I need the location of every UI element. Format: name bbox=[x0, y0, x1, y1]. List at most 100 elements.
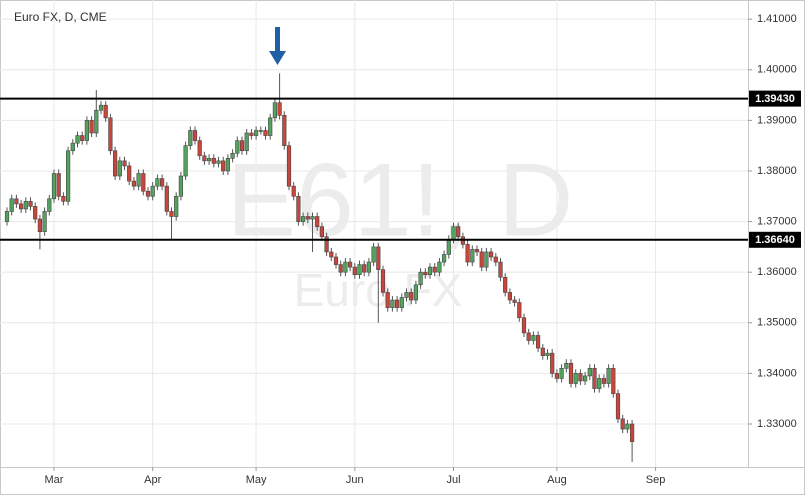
candle-body bbox=[33, 206, 38, 220]
candle-body bbox=[550, 352, 555, 374]
candle-body bbox=[484, 251, 489, 268]
candle-body bbox=[582, 375, 588, 382]
candle-body bbox=[37, 218, 42, 232]
candle-body bbox=[296, 195, 301, 222]
candle-body bbox=[145, 190, 151, 197]
candle-body bbox=[385, 292, 390, 308]
candle-body bbox=[507, 292, 513, 301]
candle-body bbox=[164, 185, 169, 212]
candle-body bbox=[94, 109, 99, 134]
candle-body bbox=[606, 368, 611, 384]
candle-body bbox=[51, 173, 57, 200]
candle-body bbox=[526, 332, 531, 341]
candle-body bbox=[479, 251, 484, 268]
x-tick-label: Apr bbox=[144, 474, 161, 486]
candle-body bbox=[338, 264, 343, 273]
candle-body bbox=[315, 216, 320, 227]
y-tick-label: 1.41000 bbox=[757, 13, 797, 25]
candle-body bbox=[225, 158, 231, 172]
candle-body bbox=[413, 284, 419, 301]
candle-body bbox=[564, 362, 569, 369]
plot bbox=[4, 73, 635, 462]
candle-body bbox=[333, 256, 339, 265]
candle-body bbox=[371, 246, 376, 263]
candle-body bbox=[329, 251, 334, 258]
candle-body bbox=[192, 130, 198, 141]
candle-body bbox=[291, 185, 296, 197]
candle-body bbox=[343, 261, 348, 273]
candle-body bbox=[239, 140, 245, 152]
level-label-box bbox=[749, 231, 801, 248]
candle-body bbox=[169, 211, 174, 217]
candle-body bbox=[625, 423, 630, 430]
x-tick-label: May bbox=[246, 474, 267, 486]
candle-body bbox=[117, 160, 122, 177]
candle-body bbox=[197, 140, 202, 157]
candle-body bbox=[216, 160, 221, 164]
candle-body bbox=[4, 211, 10, 222]
candle-body bbox=[470, 249, 475, 263]
candle-body bbox=[103, 104, 108, 119]
candle-body bbox=[258, 130, 263, 132]
candle-body bbox=[437, 261, 442, 273]
candle-body bbox=[70, 142, 75, 152]
candle-body bbox=[432, 266, 437, 273]
candle-body bbox=[531, 335, 536, 341]
candle-body bbox=[272, 102, 278, 119]
candle-body bbox=[127, 165, 132, 182]
y-tick-label: 1.37000 bbox=[757, 215, 797, 227]
level-label-box bbox=[749, 90, 801, 107]
candle-body bbox=[300, 216, 306, 222]
candle-body bbox=[399, 297, 404, 308]
watermark: E61!, D bbox=[227, 142, 574, 258]
candle-body bbox=[503, 276, 508, 293]
y-tick-label: 1.33000 bbox=[757, 418, 797, 430]
candle-body bbox=[207, 158, 212, 162]
candle-body bbox=[409, 292, 414, 301]
candle-body bbox=[362, 264, 367, 273]
candle-body bbox=[517, 302, 522, 319]
y-tick-label: 1.38000 bbox=[757, 165, 797, 177]
candle-body bbox=[423, 271, 428, 276]
candle-body bbox=[108, 117, 113, 152]
candle-body bbox=[427, 266, 433, 276]
candle-body bbox=[183, 145, 188, 177]
candle-body bbox=[366, 261, 372, 273]
chart-title: Euro FX, D, CME bbox=[14, 10, 107, 24]
x-tick-label: Sep bbox=[646, 474, 666, 486]
candle-body bbox=[587, 368, 592, 377]
candle-body bbox=[286, 145, 292, 187]
candle-body bbox=[113, 150, 118, 177]
arrow bbox=[269, 27, 286, 65]
y-tick-label: 1.39000 bbox=[757, 114, 797, 126]
candle-body bbox=[394, 299, 400, 308]
candle-body bbox=[254, 130, 259, 136]
candle-body bbox=[578, 373, 583, 382]
candle-body bbox=[611, 368, 616, 394]
candle-body bbox=[178, 175, 184, 197]
candle-body bbox=[9, 198, 14, 212]
candle-body bbox=[376, 246, 381, 270]
candle-body bbox=[446, 238, 451, 255]
candle-body bbox=[160, 178, 165, 187]
candle-body bbox=[84, 120, 89, 141]
y-tick-label: 1.40000 bbox=[757, 64, 797, 76]
candle-body bbox=[390, 299, 395, 308]
x-tick-label: Mar bbox=[45, 474, 64, 486]
x-tick-label: Aug bbox=[547, 474, 567, 486]
candle-body bbox=[136, 173, 141, 187]
candle-body bbox=[521, 317, 527, 334]
candle-body bbox=[89, 120, 94, 134]
candle-body bbox=[310, 216, 315, 220]
candle-body bbox=[545, 352, 550, 356]
candle-body bbox=[42, 211, 47, 232]
y-tick-label: 1.36000 bbox=[757, 266, 797, 278]
candle-body bbox=[404, 292, 409, 298]
candle-body bbox=[18, 203, 24, 210]
candle-body bbox=[380, 269, 386, 293]
candle-body bbox=[601, 378, 606, 384]
candle-body bbox=[347, 261, 353, 268]
level-label: 1.39430 bbox=[755, 93, 795, 105]
candle-body bbox=[80, 135, 85, 141]
